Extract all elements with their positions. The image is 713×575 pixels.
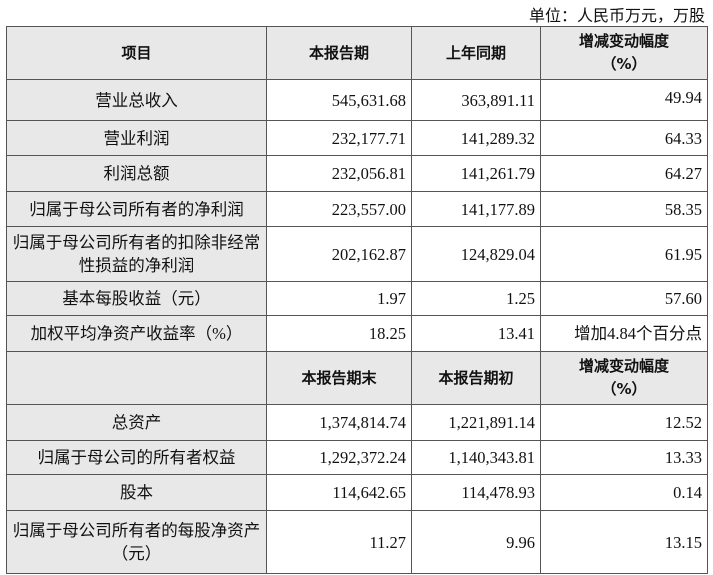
current-value: 1,292,372.24 <box>266 440 412 475</box>
row-label: 总资产 <box>6 404 267 441</box>
row-label: 股本 <box>6 474 267 511</box>
change-value: 58.35 <box>540 191 708 227</box>
current-value: 223,557.00 <box>266 191 412 227</box>
table-row: 归属于母公司所有者的净利润 223,557.00 141,177.89 58.35 <box>6 191 708 227</box>
column-header <box>6 351 267 405</box>
header-row: 本报告期末 本报告期初 增减变动幅度 （%） <box>6 351 708 405</box>
prior-value: 124,829.04 <box>411 226 541 282</box>
prior-value: 141,177.89 <box>411 191 541 227</box>
change-value: 49.94 <box>540 79 708 121</box>
current-value: 202,162.87 <box>266 226 412 282</box>
header-line: （%） <box>601 380 647 398</box>
table-row: 利润总额 232,056.81 141,261.79 64.27 <box>6 155 708 192</box>
unit-note: 单位：人民币万元，万股 <box>528 8 705 25</box>
financial-summary-table: 项目 本报告期 上年同期 增减变动幅度 （%） 营业总收入 545,631.68 363,89… <box>6 26 708 574</box>
change-value: 57.60 <box>540 281 708 316</box>
prior-value: 141,261.79 <box>411 155 541 192</box>
column-header: 本报告期末 <box>266 351 412 405</box>
current-value: 232,177.71 <box>266 120 412 156</box>
change-value: 0.14 <box>540 474 708 511</box>
change-value: 增加4.84个百分点 <box>540 315 708 352</box>
column-header: 本报告期 <box>266 26 412 80</box>
header-row: 项目 本报告期 上年同期 增减变动幅度 （%） <box>6 26 708 80</box>
table-row: 归属于母公司所有者的每股净资产（元） 11.27 9.96 13.15 <box>6 510 708 574</box>
current-value: 1,374,814.74 <box>266 404 412 441</box>
row-label: 归属于母公司所有者的净利润 <box>6 191 267 227</box>
prior-value: 1,221,891.14 <box>411 404 541 441</box>
prior-value: 141,289.32 <box>411 120 541 156</box>
column-header-change: 增减变动幅度 （%） <box>540 351 708 405</box>
header-line: （%） <box>601 55 647 73</box>
row-label: 归属于母公司所有者的扣除非经常性损益的净利润 <box>6 226 267 282</box>
prior-value: 363,891.11 <box>411 79 541 121</box>
table-row: 营业总收入 545,631.68 363,891.11 49.94 <box>6 79 708 121</box>
table-row: 营业利润 232,177.71 141,289.32 64.33 <box>6 120 708 156</box>
table-row: 归属于母公司的所有者权益 1,292,372.24 1,140,343.81 13.3… <box>6 440 708 475</box>
change-value: 12.52 <box>540 404 708 441</box>
prior-value: 114,478.93 <box>411 474 541 511</box>
row-label: 归属于母公司所有者的每股净资产（元） <box>6 510 267 574</box>
column-header: 本报告期初 <box>411 351 541 405</box>
header-line: 增减变动幅度 <box>578 32 669 50</box>
current-value: 11.27 <box>266 510 412 574</box>
row-label: 基本每股收益（元） <box>6 281 267 316</box>
change-value: 61.95 <box>540 226 708 282</box>
column-header: 项目 <box>6 26 267 80</box>
row-label: 营业利润 <box>6 120 267 156</box>
row-label: 加权平均净资产收益率（%） <box>6 315 267 352</box>
column-header-change: 增减变动幅度 （%） <box>540 26 708 80</box>
change-value: 13.33 <box>540 440 708 475</box>
header-line: 增减变动幅度 <box>578 357 669 375</box>
current-value: 232,056.81 <box>266 155 412 192</box>
row-label: 归属于母公司的所有者权益 <box>6 440 267 475</box>
change-value: 64.27 <box>540 155 708 192</box>
prior-value: 1.25 <box>411 281 541 316</box>
row-label: 营业总收入 <box>6 79 267 121</box>
column-header: 上年同期 <box>411 26 541 80</box>
table-row: 加权平均净资产收益率（%） 18.25 13.41 增加4.84个百分点 <box>6 315 708 352</box>
current-value: 545,631.68 <box>266 79 412 121</box>
prior-value: 9.96 <box>411 510 541 574</box>
table-row: 股本 114,642.65 114,478.93 0.14 <box>6 474 708 511</box>
prior-value: 1,140,343.81 <box>411 440 541 475</box>
change-value: 13.15 <box>540 510 708 574</box>
current-value: 18.25 <box>266 315 412 352</box>
current-value: 114,642.65 <box>266 474 412 511</box>
table-row: 基本每股收益（元） 1.97 1.25 57.60 <box>6 281 708 316</box>
row-label: 利润总额 <box>6 155 267 192</box>
prior-value: 13.41 <box>411 315 541 352</box>
current-value: 1.97 <box>266 281 412 316</box>
table-row: 总资产 1,374,814.74 1,221,891.14 12.52 <box>6 404 708 441</box>
change-value: 64.33 <box>540 120 708 156</box>
table-row: 归属于母公司所有者的扣除非经常性损益的净利润 202,162.87 124,829.… <box>6 226 708 282</box>
